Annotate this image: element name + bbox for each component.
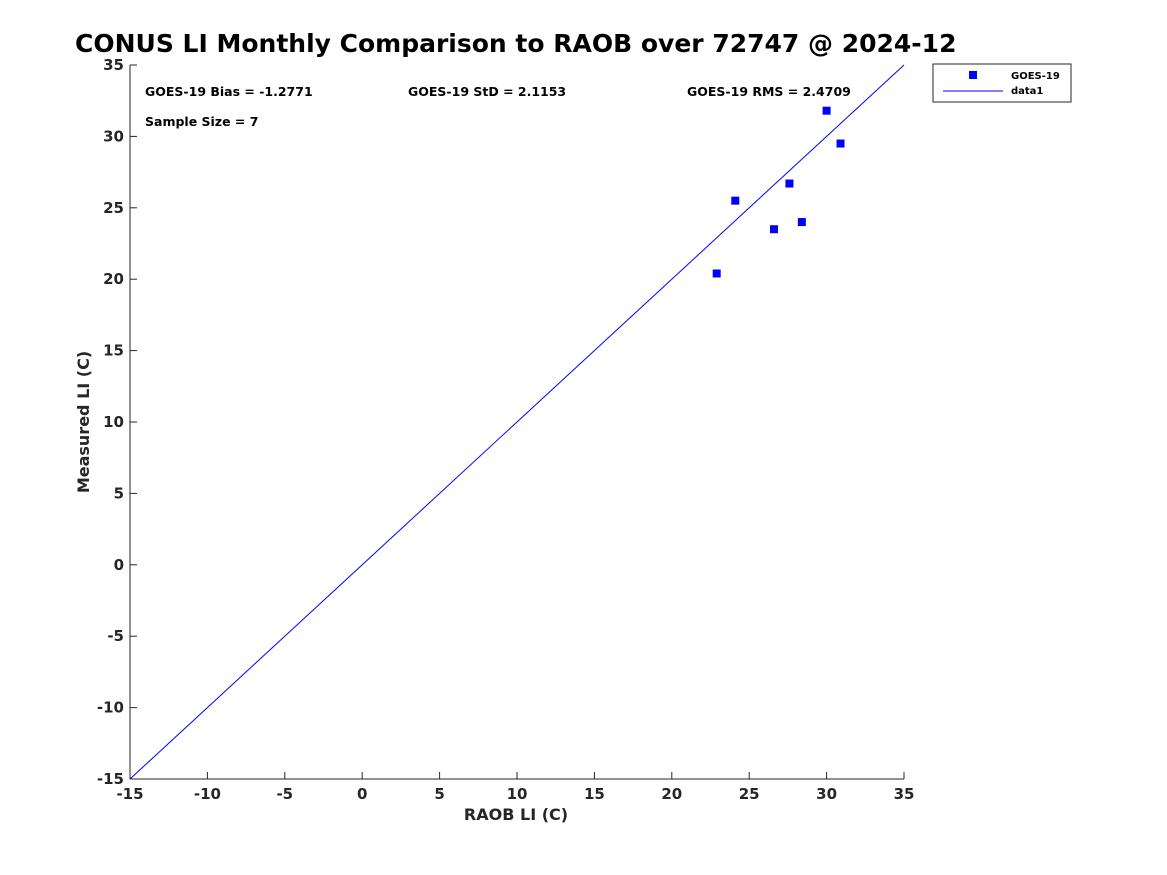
y-tick-label: 35 xyxy=(103,56,124,74)
x-tick-label: -15 xyxy=(116,785,143,803)
x-axis-ticks: -15 -10 -5 0 5 10 15 20 25 30 35 xyxy=(116,772,914,803)
bias-annotation: GOES-19 Bias = -1.2771 xyxy=(145,84,313,99)
y-tick-label: 10 xyxy=(103,413,124,431)
x-tick-label: 10 xyxy=(507,785,528,803)
sample-size-annotation: Sample Size = 7 xyxy=(145,114,258,129)
y-tick-label: 20 xyxy=(103,270,124,288)
y-tick-label: 5 xyxy=(114,484,124,502)
y-tick-label: -10 xyxy=(97,699,124,717)
y-tick-label: -5 xyxy=(107,627,124,645)
x-tick-label: 25 xyxy=(739,785,760,803)
legend-marker-goes19 xyxy=(969,71,977,79)
x-tick-label: 30 xyxy=(816,785,837,803)
x-tick-label: 15 xyxy=(584,785,605,803)
x-tick-label: 20 xyxy=(661,785,682,803)
reference-line-data1 xyxy=(129,64,905,780)
legend-label-data1: data1 xyxy=(1011,86,1043,97)
legend-box xyxy=(932,63,1072,103)
y-axis-label: Measured LI (C) xyxy=(74,351,93,493)
data-point xyxy=(712,269,721,278)
rms-annotation: GOES-19 RMS = 2.4709 xyxy=(687,84,851,99)
data-point xyxy=(836,139,845,148)
y-tick-label: 30 xyxy=(103,127,124,145)
data-point xyxy=(797,218,806,227)
y-tick-label: 25 xyxy=(103,199,124,217)
y-tick-label: 15 xyxy=(103,342,124,360)
x-tick-label: 5 xyxy=(434,785,444,803)
y-axis-ticks: -15 -10 -5 0 5 10 15 20 25 30 35 xyxy=(97,56,137,788)
x-tick-label: 35 xyxy=(894,785,915,803)
data-point xyxy=(731,196,740,205)
legend-label-goes19: GOES-19 xyxy=(1011,71,1060,82)
y-tick-label: 0 xyxy=(114,556,124,574)
chart-title: CONUS LI Monthly Comparison to RAOB over… xyxy=(75,29,956,58)
std-annotation: GOES-19 StD = 2.1153 xyxy=(408,84,566,99)
x-tick-label: 0 xyxy=(357,785,367,803)
x-axis-label: RAOB LI (C) xyxy=(464,805,568,824)
plot-area xyxy=(129,64,905,780)
data-point xyxy=(822,106,831,115)
x-tick-label: -10 xyxy=(194,785,221,803)
y-tick-label: -15 xyxy=(97,770,124,788)
x-tick-label: -5 xyxy=(276,785,293,803)
data-point xyxy=(769,225,778,234)
legend: GOES-19 data1 xyxy=(932,63,1072,103)
data-point xyxy=(785,179,794,188)
